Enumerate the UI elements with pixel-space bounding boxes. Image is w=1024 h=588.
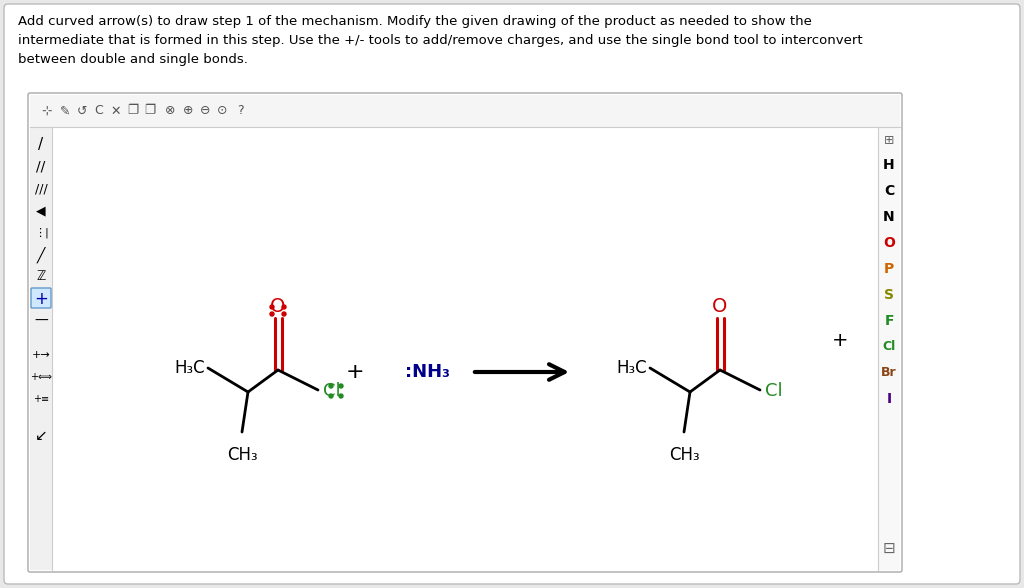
Text: S: S: [884, 288, 894, 302]
Bar: [30, 127, 52, 570]
Text: +: +: [34, 290, 48, 308]
Text: C: C: [94, 105, 103, 118]
Text: +≡: +≡: [33, 394, 49, 404]
Text: O: O: [883, 236, 895, 250]
Text: +: +: [346, 362, 365, 382]
Text: O: O: [270, 297, 286, 316]
Text: ⊹: ⊹: [42, 105, 52, 118]
Text: ?: ?: [237, 105, 244, 118]
Text: /: /: [39, 138, 44, 152]
FancyBboxPatch shape: [31, 288, 51, 308]
Text: ✕: ✕: [111, 105, 121, 118]
Text: CH₃: CH₃: [226, 446, 257, 464]
Text: //: //: [37, 160, 46, 174]
Text: ⊖: ⊖: [200, 105, 210, 118]
Text: ⋮|: ⋮|: [34, 228, 48, 238]
Circle shape: [339, 384, 343, 388]
Text: +: +: [831, 330, 848, 349]
Text: H: H: [883, 158, 895, 172]
Text: CH₃: CH₃: [669, 446, 699, 464]
Text: H₃C: H₃C: [174, 359, 205, 377]
Circle shape: [282, 305, 286, 309]
Bar: [30, 95, 900, 127]
Text: Cl: Cl: [883, 340, 896, 353]
Text: +→: +→: [32, 350, 50, 360]
Text: ///: ///: [35, 182, 47, 195]
Text: F: F: [885, 314, 894, 328]
FancyBboxPatch shape: [4, 4, 1020, 584]
Text: H₃C: H₃C: [616, 359, 647, 377]
Text: ⊗: ⊗: [165, 105, 175, 118]
Text: ⊞: ⊞: [884, 135, 894, 148]
Circle shape: [339, 394, 343, 398]
Text: ℤ: ℤ: [37, 270, 46, 283]
Text: +⟺: +⟺: [30, 372, 52, 382]
Circle shape: [329, 384, 333, 388]
Text: Add curved arrow(s) to draw step 1 of the mechanism. Modify the given drawing of: Add curved arrow(s) to draw step 1 of th…: [18, 15, 862, 66]
Text: ↺: ↺: [77, 105, 87, 118]
Text: ◀: ◀: [36, 205, 46, 218]
Text: ❐: ❐: [127, 105, 138, 118]
Circle shape: [270, 312, 274, 316]
Text: P: P: [884, 262, 894, 276]
Text: ⊟: ⊟: [883, 540, 895, 556]
Circle shape: [270, 305, 274, 309]
Text: ⊙: ⊙: [217, 105, 227, 118]
Text: ✎: ✎: [59, 105, 71, 118]
Text: C: C: [884, 184, 894, 198]
Text: N: N: [883, 210, 895, 224]
Text: ↙: ↙: [35, 427, 47, 443]
Circle shape: [329, 394, 333, 398]
FancyBboxPatch shape: [28, 93, 902, 572]
Text: Cl: Cl: [323, 382, 341, 400]
Text: —: —: [34, 314, 48, 328]
Text: ╱: ╱: [37, 247, 45, 263]
Text: Cl: Cl: [765, 382, 782, 400]
Text: ⊕: ⊕: [182, 105, 194, 118]
Text: I: I: [887, 392, 892, 406]
Bar: [878, 127, 900, 570]
Circle shape: [282, 312, 286, 316]
Text: ❐: ❐: [144, 105, 156, 118]
Text: O: O: [713, 297, 728, 316]
Text: Br: Br: [882, 366, 897, 379]
Text: :NH₃: :NH₃: [406, 363, 450, 381]
